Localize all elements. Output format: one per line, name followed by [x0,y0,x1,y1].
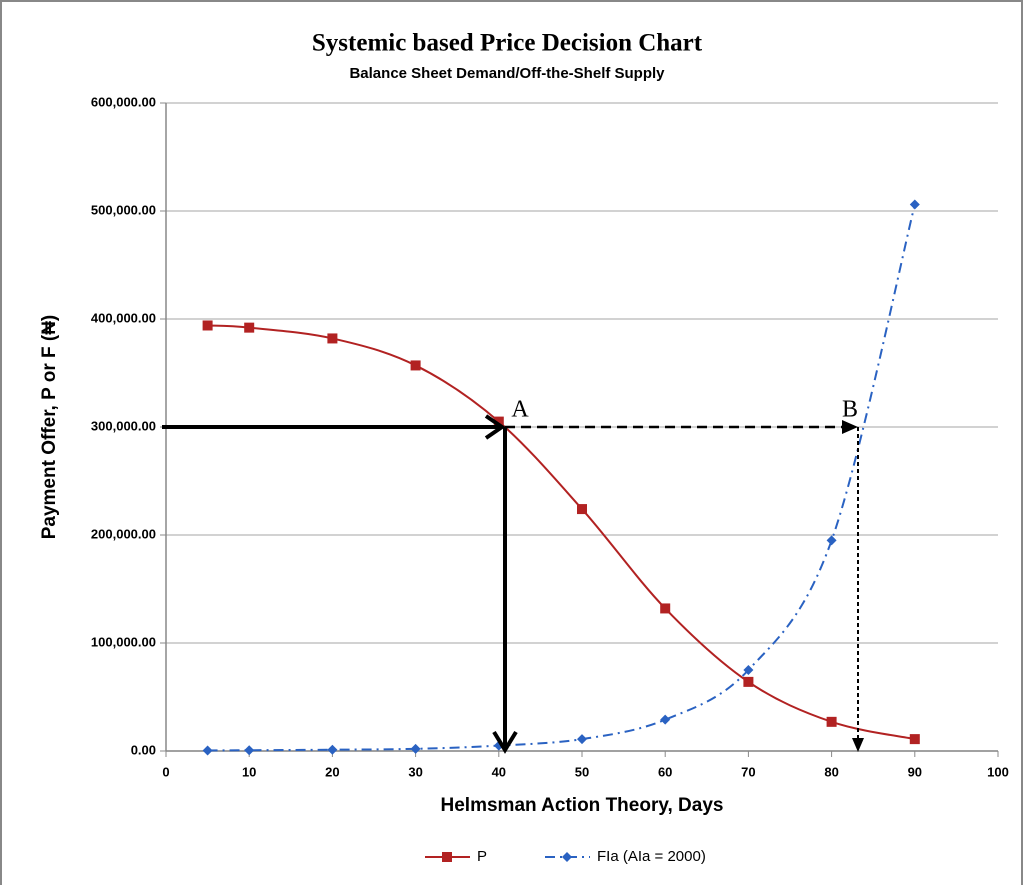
marker [909,199,920,210]
marker [244,322,255,333]
chart-title: Systemic based Price Decision Chart [312,30,703,57]
legend-label: FIa (AIa = 2000) [597,848,706,865]
marker [202,745,213,756]
series-line [207,204,916,752]
marker [442,852,452,862]
marker [577,504,587,515]
x-tick-label: 10 [242,764,256,779]
y-axis-label: Payment Offer, P or F (₦) [39,315,60,540]
x-tick-label: 60 [658,764,672,779]
arrow-head [852,738,864,752]
marker [826,535,837,546]
annotation: B [842,397,858,423]
x-axis-label: Helmsman Action Theory, Days [441,795,724,816]
marker [826,716,837,727]
x-tick-label: 80 [824,764,838,779]
legend: P FIa (AIa = 2000) [425,848,706,865]
legend-label: P [477,848,487,865]
y-tick-label: 400,000.00 [91,310,156,325]
marker [202,320,213,331]
x-tick-label: 30 [408,764,422,779]
y-tick-label: 200,000.00 [91,526,156,541]
x-tick-label: 0 [162,764,169,779]
annotation: A [511,397,529,423]
y-tick-label: 100,000.00 [91,634,156,649]
y-tick-label: 0.00 [131,742,156,757]
series-line [207,324,916,741]
marker [909,734,920,745]
plot-area: 0.00 100,000.00 200,000.00 300,000.00 400,00… [91,94,1009,779]
marker [743,676,754,687]
annotation-arrows [162,414,864,754]
x-tick-label: 70 [741,764,755,779]
x-tick-label: 20 [325,764,339,779]
arrow-head [484,414,506,440]
marker [660,714,671,725]
x-tick-label: 50 [575,764,589,779]
marker [562,852,572,862]
marker [493,416,504,427]
arrow-head [492,730,518,754]
marker [327,333,338,344]
marker [577,734,587,745]
arrow-head [842,420,858,434]
y-tick-label: 500,000.00 [91,202,156,217]
marker [327,744,338,755]
marker [410,360,421,371]
y-tick-label: 600,000.00 [91,94,156,109]
x-tick-label: 100 [987,764,1009,779]
marker [743,665,754,675]
marker [244,745,255,756]
x-tick-label: 90 [908,764,922,779]
y-tick-label: 300,000.00 [91,418,156,433]
chart-subtitle: Balance Sheet Demand/Off-the-Shelf Suppl… [349,65,665,82]
marker [410,743,421,754]
x-tick-label: 40 [492,764,506,779]
marker [660,603,671,614]
